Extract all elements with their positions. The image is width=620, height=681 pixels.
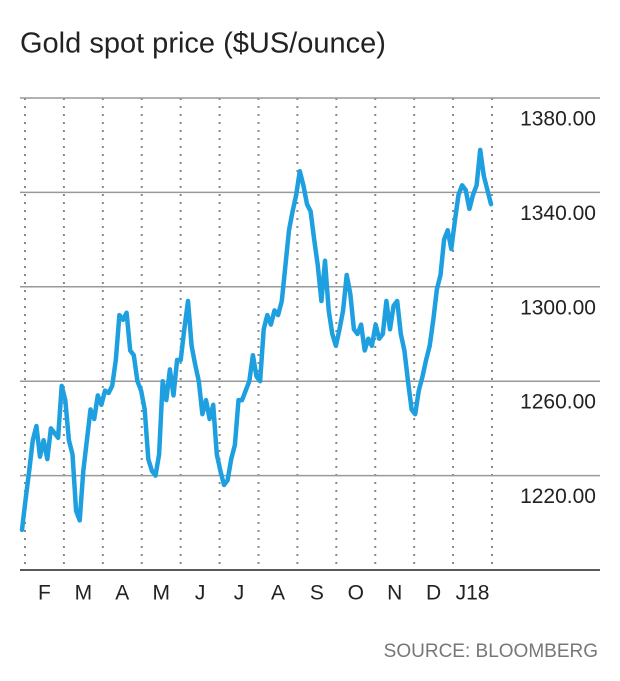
- x-tick-label: D: [426, 582, 441, 605]
- y-tick-label: 1340.00: [520, 202, 596, 225]
- x-tick-label: F: [38, 582, 51, 605]
- y-tick-label: 1220.00: [520, 485, 596, 508]
- x-tick-label: M: [152, 582, 170, 605]
- x-tick-label: N: [387, 582, 402, 605]
- x-tick-label: J18: [456, 582, 490, 605]
- x-tick-label: O: [348, 582, 364, 605]
- x-tick-label: S: [310, 582, 324, 605]
- x-tick-label: J: [234, 582, 245, 605]
- x-tick-label: M: [75, 582, 93, 605]
- chart-title: Gold spot price ($US/ounce): [20, 28, 386, 60]
- price-line: [19, 147, 494, 533]
- y-tick-label: 1380.00: [520, 108, 596, 131]
- x-tick-label: A: [271, 582, 285, 605]
- x-tick-label: A: [115, 582, 129, 605]
- x-tick-label: J: [195, 582, 206, 605]
- source: SOURCE: BLOOMBERG: [384, 641, 598, 662]
- y-tick-label: 1260.00: [520, 391, 596, 414]
- y-tick-label: 1300.00: [520, 296, 596, 319]
